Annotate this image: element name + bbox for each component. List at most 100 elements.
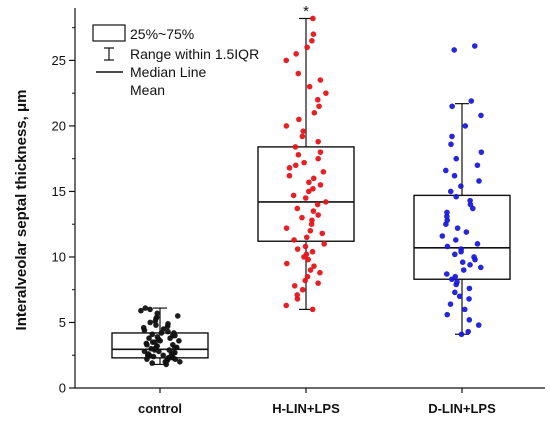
data-point [321, 241, 327, 247]
data-point [315, 280, 321, 286]
data-point [154, 334, 161, 340]
data-point [451, 47, 458, 53]
data-point [323, 199, 329, 205]
legend: 25%~75% Range within 1.5IQR Median Line … [92, 24, 259, 98]
data-point [305, 256, 311, 263]
data-point [444, 311, 451, 318]
data-point [454, 225, 461, 231]
data-point [138, 307, 144, 314]
data-point [291, 282, 298, 289]
data-point [478, 149, 485, 155]
data-point [165, 320, 171, 327]
data-point [444, 213, 450, 220]
data-point [462, 123, 469, 129]
data-point [283, 225, 290, 231]
y-tick-label: 0 [59, 381, 66, 396]
data-point [466, 285, 473, 292]
data-point [310, 175, 317, 182]
data-point [306, 83, 313, 90]
data-point [451, 172, 458, 179]
data-point [458, 331, 465, 338]
data-point [295, 151, 302, 158]
data-point [452, 289, 458, 296]
data-point [451, 251, 458, 258]
legend-whisker-label: Range within 1.5IQR [130, 46, 259, 62]
data-point [292, 144, 299, 150]
data-point [295, 70, 302, 77]
data-point [447, 188, 454, 195]
data-point [307, 227, 314, 234]
data-point [463, 229, 470, 235]
data-point [290, 192, 297, 199]
y-tick-label: 5 [59, 315, 66, 330]
data-point [449, 103, 455, 110]
data-point [460, 267, 467, 273]
data-point [468, 98, 475, 104]
data-point [310, 15, 316, 22]
data-point [286, 172, 293, 179]
data-point [453, 193, 459, 200]
data-point [140, 324, 147, 331]
data-point [447, 301, 454, 307]
data-point [309, 217, 315, 224]
data-point [317, 149, 324, 155]
legend-median-label: Median Line [130, 64, 206, 80]
significance-asterisk: * [303, 3, 309, 20]
x-category-label: control [138, 401, 182, 416]
y-axis-label: Interalveolar septal thickness, μm [13, 90, 30, 331]
data-point [317, 77, 324, 83]
data-point [142, 305, 149, 311]
data-point [311, 110, 318, 116]
data-point [177, 358, 183, 365]
data-point [302, 243, 309, 250]
data-point [320, 168, 327, 175]
data-point [296, 116, 302, 123]
data-point [169, 341, 176, 348]
data-point [160, 326, 167, 332]
data-point [456, 293, 463, 300]
data-point [317, 269, 323, 276]
data-point [166, 347, 173, 353]
data-point [299, 133, 306, 140]
data-point [448, 141, 454, 148]
data-point [294, 292, 301, 298]
data-point [478, 112, 484, 119]
data-point [476, 178, 482, 184]
data-point [294, 205, 301, 212]
data-point [458, 183, 464, 190]
data-point [309, 248, 316, 255]
data-point [170, 349, 177, 356]
data-point [471, 254, 477, 260]
legend-box-swatch [92, 24, 126, 42]
data-point [475, 322, 482, 328]
data-point [317, 182, 324, 188]
data-point [474, 241, 481, 247]
data-point [292, 162, 299, 169]
data-point [309, 306, 316, 313]
data-point [315, 138, 321, 145]
data-point [300, 128, 307, 134]
data-point [467, 197, 473, 204]
data-point [165, 328, 171, 335]
x-category-label: D-LIN+LPS [428, 401, 496, 416]
data-point [147, 319, 153, 326]
y-tick-label: 15 [52, 184, 66, 199]
data-point [284, 260, 290, 267]
data-point [299, 214, 305, 221]
data-point [291, 237, 297, 243]
y-tick-label: 20 [52, 118, 66, 133]
legend-mean-label: Mean [130, 82, 165, 98]
data-point [283, 57, 290, 64]
data-point [465, 328, 472, 335]
data-point [310, 186, 316, 192]
data-point [301, 159, 307, 166]
data-point [304, 273, 311, 280]
data-point [143, 340, 150, 347]
data-point [302, 195, 309, 201]
data-point [304, 44, 310, 51]
data-point [174, 313, 181, 319]
data-point [474, 162, 481, 169]
data-point [319, 230, 326, 237]
x-category-label: H-LIN+LPS [272, 401, 340, 416]
